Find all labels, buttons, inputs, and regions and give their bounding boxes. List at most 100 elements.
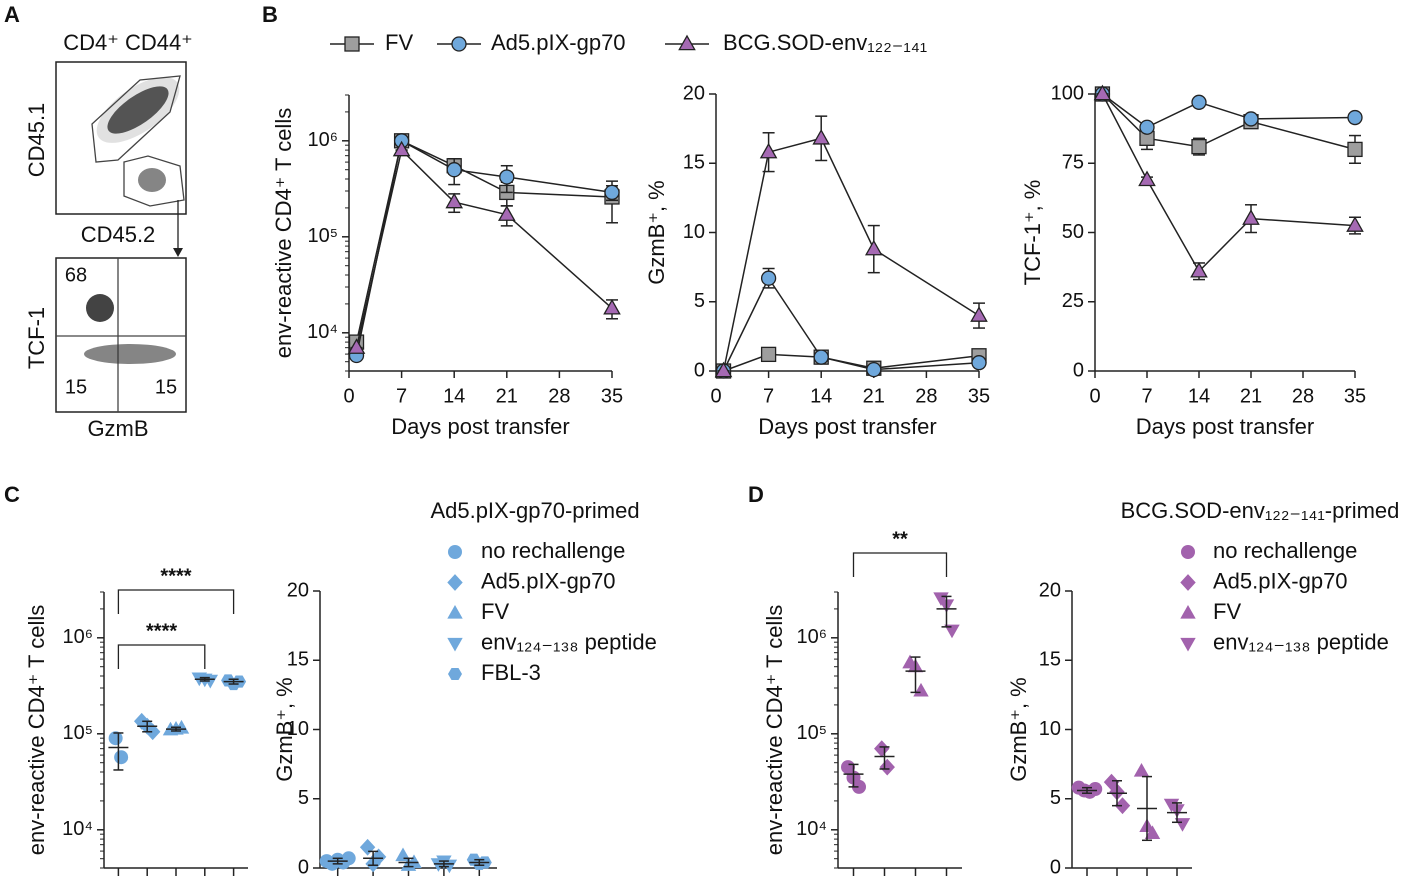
series-line (722, 137, 980, 372)
point (866, 361, 882, 378)
point (441, 859, 458, 874)
point (970, 306, 988, 322)
point (603, 298, 621, 315)
flow-population (84, 344, 176, 364)
legend-label: Ad5.pIX-gp70 (481, 568, 616, 593)
point (714, 361, 733, 378)
y-axis-label: env-reactive CD4⁺ T cells (24, 605, 49, 855)
y-axis-label: GzmB⁺, % (272, 677, 297, 782)
point (1190, 261, 1208, 278)
significance-label: ** (892, 528, 908, 550)
point (392, 140, 411, 157)
point (971, 355, 987, 371)
y-axis-label: TCF-1⁺, % (1020, 180, 1045, 286)
y-tick-label: 5 (298, 787, 309, 809)
y-tick-label: 10 (1039, 718, 1061, 740)
point (879, 758, 895, 776)
flow-frame (55, 257, 187, 413)
point (1242, 209, 1260, 225)
legend-marker (678, 34, 696, 51)
legend-marker (447, 604, 463, 619)
legend-marker (1181, 545, 1195, 559)
point (813, 349, 829, 365)
point (1347, 109, 1363, 126)
x-tick-label: 7 (1141, 385, 1152, 407)
flow-population (107, 86, 169, 134)
point (841, 760, 855, 775)
significance-bracket (117, 589, 235, 614)
y-tick-label: 0 (1073, 359, 1084, 381)
quadrant-value: 68 (65, 264, 87, 286)
x-axis-label: Days post transfer (1136, 414, 1315, 439)
point (1139, 119, 1155, 135)
y-tick-label: 0 (298, 856, 309, 878)
legend-marker (1180, 637, 1196, 652)
point (370, 848, 387, 866)
flow-gate (91, 75, 181, 163)
legend-marker (1180, 574, 1196, 591)
point (864, 239, 883, 256)
legend-label: FV (1213, 599, 1241, 624)
flow-population (86, 294, 114, 322)
point (114, 750, 129, 765)
legend-label: FV (481, 599, 509, 624)
y-axis-label: GzmB⁺, % (1006, 677, 1031, 782)
point (944, 624, 960, 639)
point (812, 128, 831, 145)
point (341, 851, 356, 866)
point (446, 162, 462, 178)
point (1191, 138, 1207, 155)
legend-label: env₁₂₄₋₁₃₈ peptide (1213, 629, 1389, 654)
x-tick-label: 7 (396, 385, 407, 407)
y-tick-label: 10⁶ (308, 129, 338, 151)
x-tick-label: 28 (548, 385, 570, 407)
point (1347, 141, 1363, 158)
point (1133, 763, 1150, 777)
flow-axis-label: CD45.1 (24, 103, 49, 178)
y-tick-label: 10⁵ (62, 722, 93, 744)
point (145, 723, 161, 741)
legend-marker (448, 545, 462, 559)
y-tick-label: 10⁴ (62, 818, 93, 840)
point (1174, 818, 1191, 832)
point (347, 338, 366, 354)
series-line (355, 148, 613, 348)
x-tick-label: 14 (1188, 385, 1210, 407)
point (499, 169, 515, 185)
flow-arrow (173, 248, 183, 257)
y-axis-label: env-reactive CD4⁺ T cells (762, 605, 787, 855)
x-tick-label: 14 (810, 385, 832, 407)
legend-marker (451, 36, 467, 52)
legend-marker (447, 637, 463, 652)
y-tick-label: 75 (1062, 152, 1084, 174)
point (1191, 94, 1207, 110)
y-tick-label: 10⁴ (307, 321, 338, 343)
x-axis-label: Days post transfer (758, 414, 937, 439)
flow-population (96, 77, 180, 143)
point (406, 854, 422, 869)
series-line (1101, 93, 1356, 129)
x-tick-label: 21 (496, 385, 518, 407)
x-tick-label: 7 (763, 385, 774, 407)
y-tick-label: 15 (683, 152, 705, 174)
x-tick-label: 0 (710, 385, 721, 407)
point (874, 740, 890, 758)
panel-label: B (262, 2, 278, 27)
legend-label: FBL-3 (481, 660, 541, 685)
x-tick-label: 35 (1344, 385, 1366, 407)
legend-marker (1180, 604, 1196, 619)
significance-bracket (852, 552, 948, 577)
x-tick-label: 21 (863, 385, 885, 407)
point (1346, 216, 1364, 232)
flow-axis-label: CD45.2 (81, 222, 156, 247)
legend-marker (448, 667, 462, 681)
panel-label: D (748, 482, 764, 507)
y-tick-label: 10 (287, 718, 309, 740)
legend-marker (344, 36, 360, 52)
x-tick-label: 28 (1292, 385, 1314, 407)
significance-label: **** (146, 620, 177, 642)
y-tick-label: 0 (1050, 856, 1061, 878)
panel-label: A (4, 2, 20, 27)
point (852, 779, 866, 794)
y-tick-label: 10⁶ (797, 626, 827, 648)
